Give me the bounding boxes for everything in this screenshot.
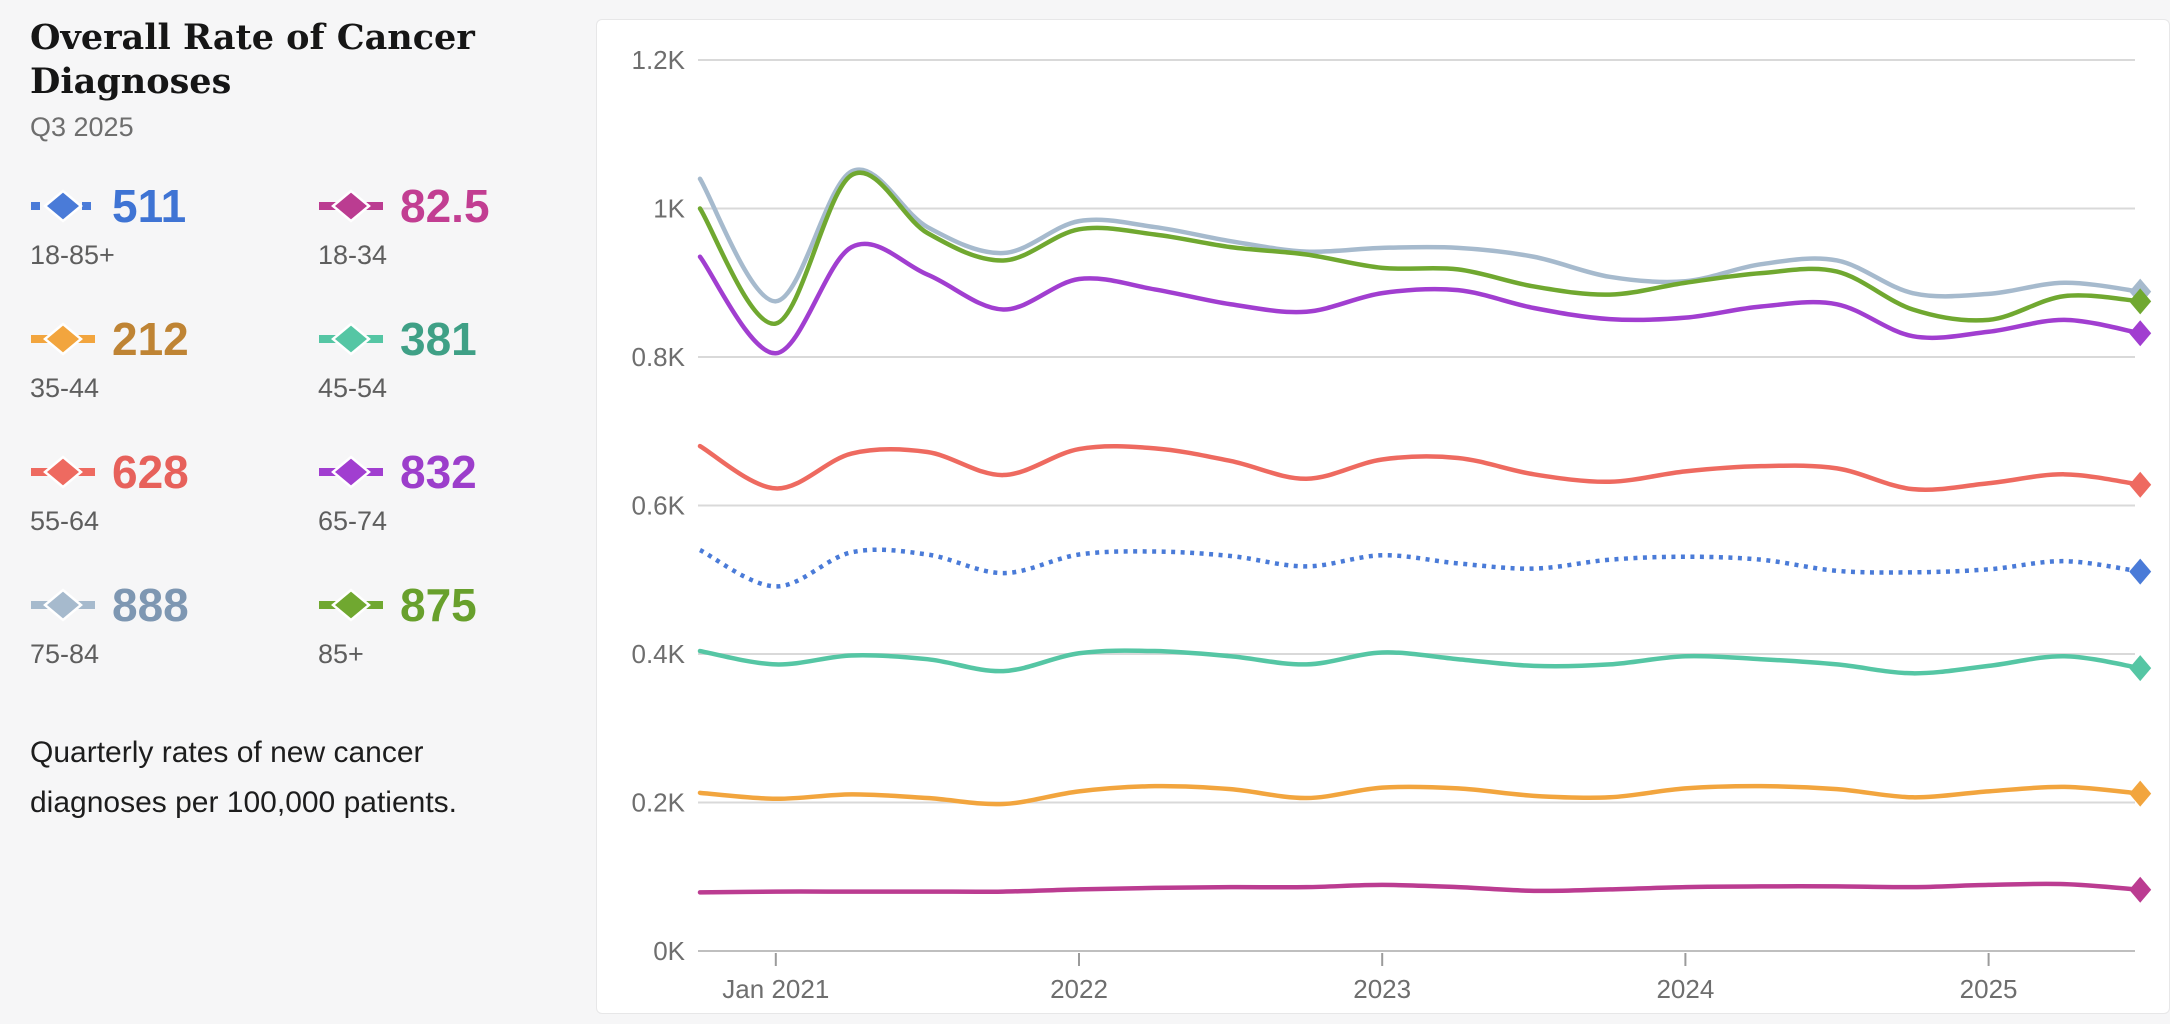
series-line-45-54[interactable] [697, 648, 2143, 676]
legend-age-group-label: 55-64 [30, 506, 100, 536]
legend-current-value: 832 [400, 446, 477, 498]
x-axis-tick-label: 2024 [1656, 974, 1714, 1004]
legend-item-85+[interactable]: 875 85+ [318, 579, 606, 670]
legend-value-row: 832 [318, 446, 606, 498]
legend-current-value: 628 [112, 446, 189, 498]
legend-item-65-74[interactable]: 832 65-74 [318, 446, 606, 537]
y-axis-tick-label: 0.8K [632, 342, 686, 372]
legend-current-value: 212 [112, 313, 189, 365]
x-axis-tick-label: 2025 [1960, 974, 2018, 1004]
series-line-85+[interactable] [697, 170, 2143, 326]
y-axis-tick-label: 1.2K [632, 45, 686, 75]
legend-item-35-44[interactable]: 212 35-44 [30, 313, 318, 404]
series-end-marker-55-64[interactable] [2129, 471, 2152, 498]
legend-marker-icon [319, 322, 383, 356]
legend-age-group-label: 45-54 [318, 373, 388, 403]
legend-item-18-85+[interactable]: 511 18-85+ [30, 180, 318, 271]
y-axis-tick-label: 0.4K [632, 639, 686, 669]
chart-legend: 511 18-85+ 82.5 18-34 212 35-44 381 45-54 628 55-… [30, 180, 566, 670]
y-axis-tick-label: 0.2K [632, 788, 686, 818]
page-title: Overall Rate of Cancer Diagnoses [30, 17, 475, 102]
series-end-marker-18-85+[interactable] [2129, 558, 2152, 585]
legend-item-18-34[interactable]: 82.5 18-34 [318, 180, 606, 271]
legend-value-row: 212 [30, 313, 318, 365]
series-line-55-64[interactable] [697, 443, 2143, 492]
series-line-18-34[interactable] [697, 881, 2143, 895]
series-end-marker-85+[interactable] [2129, 288, 2152, 315]
chart-period-subtitle: Q3 2025 [30, 112, 134, 142]
y-axis-tick-label: 0.6K [632, 491, 686, 521]
legend-marker-icon [31, 189, 95, 223]
legend-value-row: 628 [30, 446, 318, 498]
legend-current-value: 381 [400, 313, 477, 365]
x-axis-tick-label: Jan 2021 [722, 974, 829, 1004]
chart-card: 0K 0.2K 0.4K 0.6K 0.8K 1K 1.2K Jan 2021 2022 2023… [596, 19, 2170, 1014]
legend-value-row: 875 [318, 579, 606, 631]
legend-marker-icon [31, 322, 95, 356]
legend-item-75-84[interactable]: 888 75-84 [30, 579, 318, 670]
legend-age-group-label: 18-85+ [30, 240, 115, 270]
series-line-65-74[interactable] [697, 241, 2143, 356]
y-axis-tick-label: 0K [653, 936, 685, 966]
legend-age-group-label: 18-34 [318, 240, 388, 270]
legend-age-group-label: 65-74 [318, 506, 388, 536]
x-axis-tick-label: 2022 [1050, 974, 1108, 1004]
chart-description: Quarterly rates of new cancer diagnoses … [30, 736, 457, 819]
legend-current-value: 875 [400, 579, 477, 631]
legend-marker-icon [319, 588, 383, 622]
legend-value-row: 888 [30, 579, 318, 631]
series-line-18-85+[interactable] [698, 547, 2141, 589]
series-end-marker-18-34[interactable] [2129, 876, 2152, 903]
series-line-75-84[interactable] [697, 167, 2143, 304]
legend-marker-icon [31, 588, 95, 622]
legend-item-45-54[interactable]: 381 45-54 [318, 313, 606, 404]
legend-age-group-label: 75-84 [30, 639, 100, 669]
series-line-35-44[interactable] [697, 783, 2143, 807]
legend-marker-icon [319, 455, 383, 489]
x-axis-tick-label: 2023 [1353, 974, 1411, 1004]
chart-info-panel: Overall Rate of Cancer Diagnoses Q3 2025… [0, 0, 596, 1024]
legend-current-value: 888 [112, 579, 189, 631]
legend-age-group-label: 85+ [318, 639, 364, 669]
series-end-marker-35-44[interactable] [2129, 780, 2152, 807]
series-end-marker-65-74[interactable] [2129, 320, 2152, 347]
legend-value-row: 511 [30, 180, 318, 232]
legend-value-row: 82.5 [318, 180, 606, 232]
legend-age-group-label: 35-44 [30, 373, 100, 403]
legend-current-value: 511 [112, 180, 187, 232]
y-axis-tick-label: 1K [653, 194, 685, 224]
legend-value-row: 381 [318, 313, 606, 365]
line-chart[interactable]: 0K 0.2K 0.4K 0.6K 0.8K 1K 1.2K Jan 2021 2022 2023… [597, 20, 2170, 1014]
legend-current-value: 82.5 [400, 180, 490, 232]
legend-marker-icon [31, 455, 95, 489]
legend-marker-icon [319, 189, 383, 223]
legend-item-55-64[interactable]: 628 55-64 [30, 446, 318, 537]
series-end-marker-45-54[interactable] [2129, 655, 2152, 682]
